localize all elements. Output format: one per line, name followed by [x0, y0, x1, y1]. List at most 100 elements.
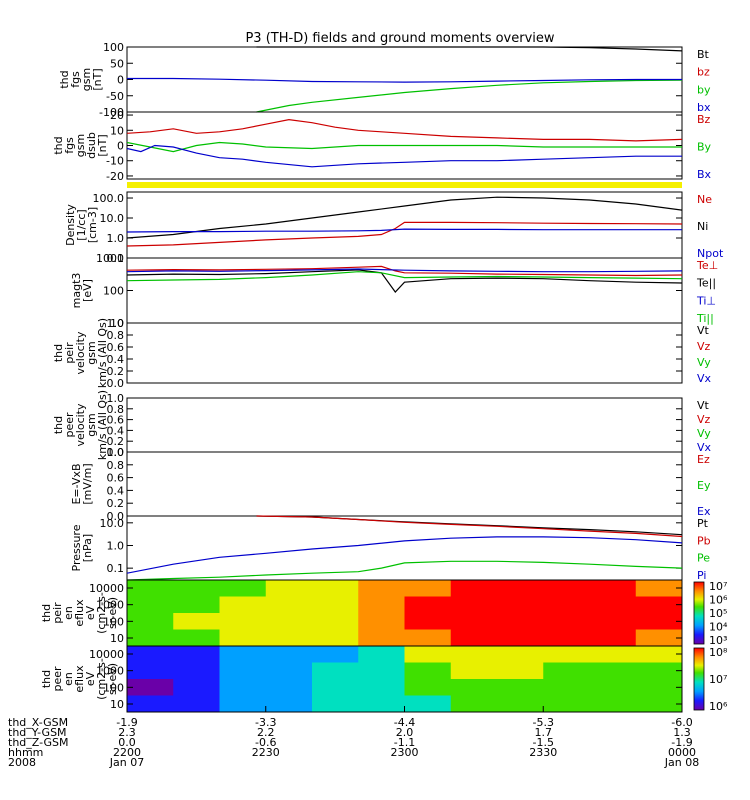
- heat-cell: [450, 613, 498, 630]
- heat-cell: [635, 629, 683, 647]
- heat-cell: [543, 662, 590, 680]
- heat-cell: [127, 580, 174, 597]
- x-tick-label: 2330: [529, 746, 557, 759]
- y-axis-label: km/s (All Qs): [96, 318, 109, 388]
- y-tick-label: 1.0: [107, 317, 125, 330]
- heat-cell: [358, 596, 405, 614]
- x-tick-label: 2.2: [257, 726, 275, 739]
- x-tick-label: 1.3: [673, 726, 691, 739]
- colorbar-tick-label: 10⁷: [709, 580, 727, 593]
- y-axis-label: peir: [51, 602, 64, 624]
- heat-cell: [358, 646, 405, 663]
- heat-cell: [497, 662, 544, 680]
- y-tick-label: 100: [103, 41, 124, 54]
- y-axis-label: velocity: [74, 331, 87, 374]
- legend-item: bz: [697, 66, 710, 79]
- x-axis-row-label: thd_Y-GSM: [8, 726, 67, 739]
- heat-cell: [312, 629, 359, 647]
- y-tick-label: 0.4: [107, 424, 125, 437]
- heat-cell: [497, 596, 544, 614]
- y-axis-label: [cm-3]: [86, 207, 99, 243]
- legend-item: by: [697, 83, 711, 96]
- heat-cell: [265, 679, 313, 696]
- legend-item: Pb: [697, 534, 711, 547]
- heat-cell: [219, 596, 267, 614]
- colorbar: [693, 581, 705, 645]
- series-line-Ne: [126, 221, 683, 247]
- y-tick-label: 0.8: [107, 329, 125, 342]
- y-axis-label: [eV]: [81, 279, 94, 302]
- heat-cell: [265, 662, 313, 680]
- heat-cell: [450, 580, 498, 597]
- legend-item: Vy: [697, 427, 711, 440]
- x-tick-label: -1.5: [533, 736, 554, 749]
- legend-item: Pt: [697, 517, 709, 530]
- heat-cell: [404, 662, 452, 680]
- y-tick-label: 0: [117, 140, 124, 153]
- legend-item: Ne: [697, 193, 712, 206]
- heat-cell: [358, 613, 405, 630]
- legend-item: Te⊥: [696, 259, 718, 272]
- heat-cell: [635, 679, 683, 696]
- heat-cell: [358, 629, 405, 647]
- y-tick-label: -10: [106, 155, 124, 168]
- heat-cell: [173, 646, 220, 663]
- heat-cell: [589, 679, 637, 696]
- heat-cell: [265, 596, 313, 614]
- y-tick-label: -100: [99, 106, 124, 119]
- heat-cell: [635, 662, 683, 680]
- legend-item: Vt: [697, 399, 710, 412]
- x-tick-label: -0.6: [255, 736, 276, 749]
- heat-cell: [543, 679, 590, 696]
- y-axis-label: km/s (All Qs): [96, 390, 109, 460]
- data-quality-bar: [127, 182, 682, 188]
- legend-item: Npot: [697, 247, 724, 260]
- y-axis-label: (cm2-s-: [95, 592, 108, 634]
- heat-cell: [265, 646, 313, 663]
- panel-6: 1.00.80.60.40.20.0thdpeervelocitygsmkm/s…: [52, 390, 712, 460]
- colorbar-tick-label: 10⁸: [709, 646, 728, 659]
- panel-frame: [126, 322, 683, 384]
- y-axis-label: sr-eV): [106, 663, 119, 695]
- y-axis-label: magt3: [70, 273, 83, 309]
- y-tick-label: 100: [103, 285, 124, 298]
- y-tick-label: 0.2: [107, 497, 125, 510]
- series-line-Bz: [126, 118, 683, 142]
- heat-cell: [358, 580, 405, 597]
- x-axis-row-label: hhmm: [8, 746, 43, 759]
- heat-cell: [173, 695, 220, 713]
- y-axis-label: thd: [52, 136, 65, 154]
- series-line-Bx: [126, 144, 682, 168]
- series-line-Npot: [126, 228, 682, 233]
- legend-item: Ez: [697, 453, 710, 466]
- y-tick-label: 100.0: [93, 192, 125, 205]
- colorbar-tick-label: 10³: [709, 634, 727, 647]
- heat-cell: [127, 613, 174, 630]
- heat-cell: [497, 629, 544, 647]
- y-tick-label: 1.0: [107, 392, 125, 405]
- heat-cell: [635, 580, 683, 597]
- heat-cell: [497, 695, 544, 713]
- legend-item: Vx: [697, 372, 712, 385]
- x-tick-label: 2.3: [118, 726, 136, 739]
- heat-cell: [265, 613, 313, 630]
- y-tick-label: 10.0: [100, 517, 125, 530]
- heat-cell: [589, 662, 637, 680]
- heat-cell: [312, 646, 359, 663]
- series-line-by: [256, 79, 683, 113]
- heat-cell: [219, 629, 267, 647]
- y-tick-label: 0.4: [107, 353, 125, 366]
- x-tick-label: 0000: [668, 746, 696, 759]
- y-axis-label: gsm: [85, 341, 98, 364]
- y-tick-label: 10.0: [100, 212, 125, 225]
- legend-item: Vz: [697, 413, 711, 426]
- legend-item: By: [697, 141, 712, 154]
- y-axis-label: thd: [52, 416, 65, 434]
- legend-item: Ey: [697, 479, 711, 492]
- heat-cell: [404, 629, 452, 647]
- y-tick-label: -20: [106, 170, 124, 183]
- y-tick-label: 1000: [96, 665, 124, 678]
- y-tick-label: 0: [117, 74, 124, 87]
- legend-item: Bt: [697, 48, 710, 61]
